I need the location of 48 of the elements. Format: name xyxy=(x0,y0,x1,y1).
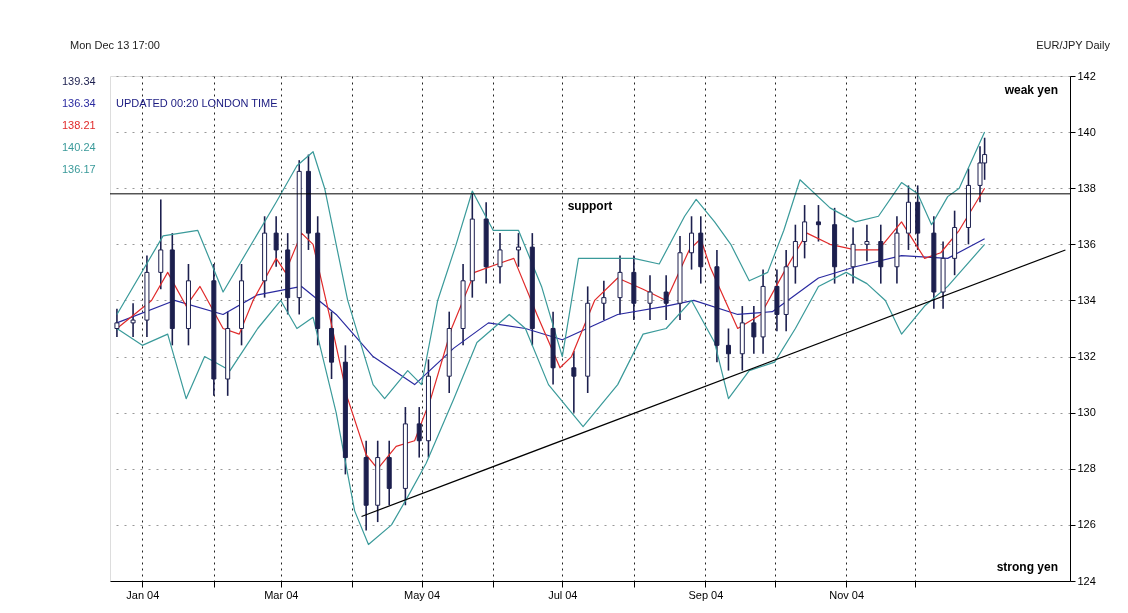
annotation: strong yen xyxy=(996,560,1058,574)
chart-title: EUR/JPY Daily xyxy=(1036,39,1111,51)
y-tick-label: 126 xyxy=(1077,518,1096,531)
candlestick xyxy=(850,226,856,285)
x-tick-label: Sep 04 xyxy=(688,588,724,601)
y-tick-label: 130 xyxy=(1077,406,1096,419)
candlestick xyxy=(725,327,731,372)
text: 139.34 xyxy=(62,75,96,87)
candlestick xyxy=(130,302,136,338)
candlestick xyxy=(802,204,808,260)
y-tick-label: 134 xyxy=(1077,293,1096,306)
x-tick-label: May 04 xyxy=(404,588,441,601)
candlestick xyxy=(689,215,695,271)
y-tick-label: 142 xyxy=(1077,69,1096,82)
text: 136.34 xyxy=(62,97,96,109)
candlestick xyxy=(601,280,607,321)
y-tick-label: 128 xyxy=(1077,462,1096,475)
text: 136.17 xyxy=(62,163,96,175)
candlestick xyxy=(815,204,821,243)
ref-line-label: support xyxy=(567,198,613,213)
candlestick xyxy=(864,223,870,262)
candlestick xyxy=(114,308,120,338)
text: 138.21 xyxy=(62,119,96,131)
annotation: weak yen xyxy=(1003,83,1058,97)
line-series xyxy=(116,131,986,400)
candlestick xyxy=(497,232,503,285)
candlestick xyxy=(751,305,757,355)
line-series xyxy=(116,238,986,386)
candlestick xyxy=(273,215,279,268)
y-tick-label: 124 xyxy=(1077,574,1096,587)
text: Mon Dec 13 17:00 xyxy=(70,39,160,51)
candlestick xyxy=(158,198,164,291)
text: 140.24 xyxy=(62,141,96,153)
y-tick-label: 138 xyxy=(1077,181,1096,194)
x-tick-label: Jan 04 xyxy=(126,588,160,601)
candlestick xyxy=(663,274,669,321)
y-tick-label: 136 xyxy=(1077,237,1096,250)
y-tick-label: 132 xyxy=(1077,350,1096,363)
x-tick-label: Mar 04 xyxy=(264,588,299,601)
x-tick-label: Nov 04 xyxy=(829,588,865,601)
annotation: UPDATED 00:20 LONDON TIME xyxy=(116,97,278,109)
candlestick xyxy=(515,232,521,268)
line-series xyxy=(116,243,986,546)
candlestick xyxy=(647,274,653,321)
candlestick xyxy=(416,406,422,459)
candlestick xyxy=(571,350,577,414)
y-tick-label: 140 xyxy=(1077,125,1096,138)
x-tick-label: Jul 04 xyxy=(548,588,578,601)
